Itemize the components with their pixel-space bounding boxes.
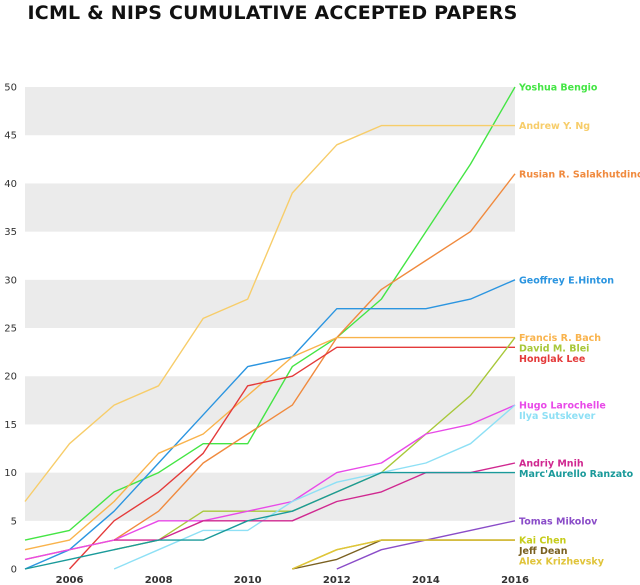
y-tick-label: 45 <box>4 131 17 142</box>
y-tick-label: 0 <box>11 565 17 576</box>
series-label: Tomas Mikolov <box>519 516 598 527</box>
series-line-francis-r-bach <box>24 336 515 551</box>
y-tick-label: 10 <box>4 468 17 479</box>
series-line-yoshua-bengio <box>24 86 516 541</box>
series-label: Jeff Dean <box>518 546 568 557</box>
y-tick-label: 30 <box>4 275 17 286</box>
y-tick-label: 20 <box>4 372 17 383</box>
y-tick-label: 15 <box>4 420 17 431</box>
series-label: Honglak Lee <box>519 354 585 365</box>
series-label: Rusian R. Salakhutdinov <box>519 169 640 180</box>
chart-title: ICML & NIPS CUMULATIVE ACCEPTED PAPERS <box>27 2 518 24</box>
grid-band <box>25 520 515 569</box>
y-tick-label: 50 <box>4 83 17 94</box>
series-label: David M. Blei <box>519 344 589 355</box>
series-label: Ilya Sutskever <box>519 411 596 422</box>
series-label: Geoffrey E.Hinton <box>519 275 614 286</box>
grid-band <box>25 87 515 136</box>
grid-band <box>25 328 515 377</box>
series-lines <box>24 86 516 570</box>
series-line-alex-krizhevsky <box>292 539 515 570</box>
series-label: Marc'Aurello Ranzato <box>519 469 634 480</box>
series-label: Kai Chen <box>519 536 567 547</box>
x-tick-label: 2006 <box>56 575 84 585</box>
y-tick-label: 5 <box>11 516 17 527</box>
series-label: Yoshua Bengio <box>518 83 598 94</box>
grid-band <box>25 39 515 87</box>
series-label: Hugo Larochelle <box>519 401 606 412</box>
series-line-marc-aurello-ranzato <box>24 471 515 570</box>
x-tick-label: 2012 <box>323 575 351 585</box>
grid-band <box>25 231 515 280</box>
grid-band <box>25 376 515 425</box>
series-line-hugo-larochelle <box>24 404 516 561</box>
series-label: Francis R. Bach <box>519 333 601 344</box>
grid-band <box>25 424 515 473</box>
grid-band <box>25 135 515 184</box>
series-label: Alex Krizhevsky <box>519 557 605 568</box>
series-labels: Yoshua Bengio Andrew Y. Ng Rusian R. Salak… <box>518 83 640 568</box>
series-label: Andriy Mnih <box>519 458 584 469</box>
x-tick-label: 2016 <box>501 575 529 585</box>
y-tick-label: 35 <box>4 227 17 238</box>
x-tick-label: 2008 <box>145 575 173 585</box>
y-tick-label: 25 <box>4 324 17 335</box>
grid-band <box>25 279 515 328</box>
axes: 0 5 10 15 20 25 30 35 40 45 50 2006 2008 2010 2012 2014… <box>4 83 529 585</box>
y-tick-label: 40 <box>4 179 17 190</box>
x-tick-label: 2014 <box>412 575 440 585</box>
series-label: Andrew Y. Ng <box>519 121 590 132</box>
series-line-andrew-y-ng <box>24 124 515 502</box>
grid-bands <box>25 39 515 569</box>
series-line-geoffrey-e-hinton <box>24 279 516 570</box>
x-tick-label: 2010 <box>234 575 262 585</box>
grid-band <box>25 472 515 521</box>
grid-band <box>25 183 515 232</box>
series-line-honglak-lee <box>68 346 515 570</box>
